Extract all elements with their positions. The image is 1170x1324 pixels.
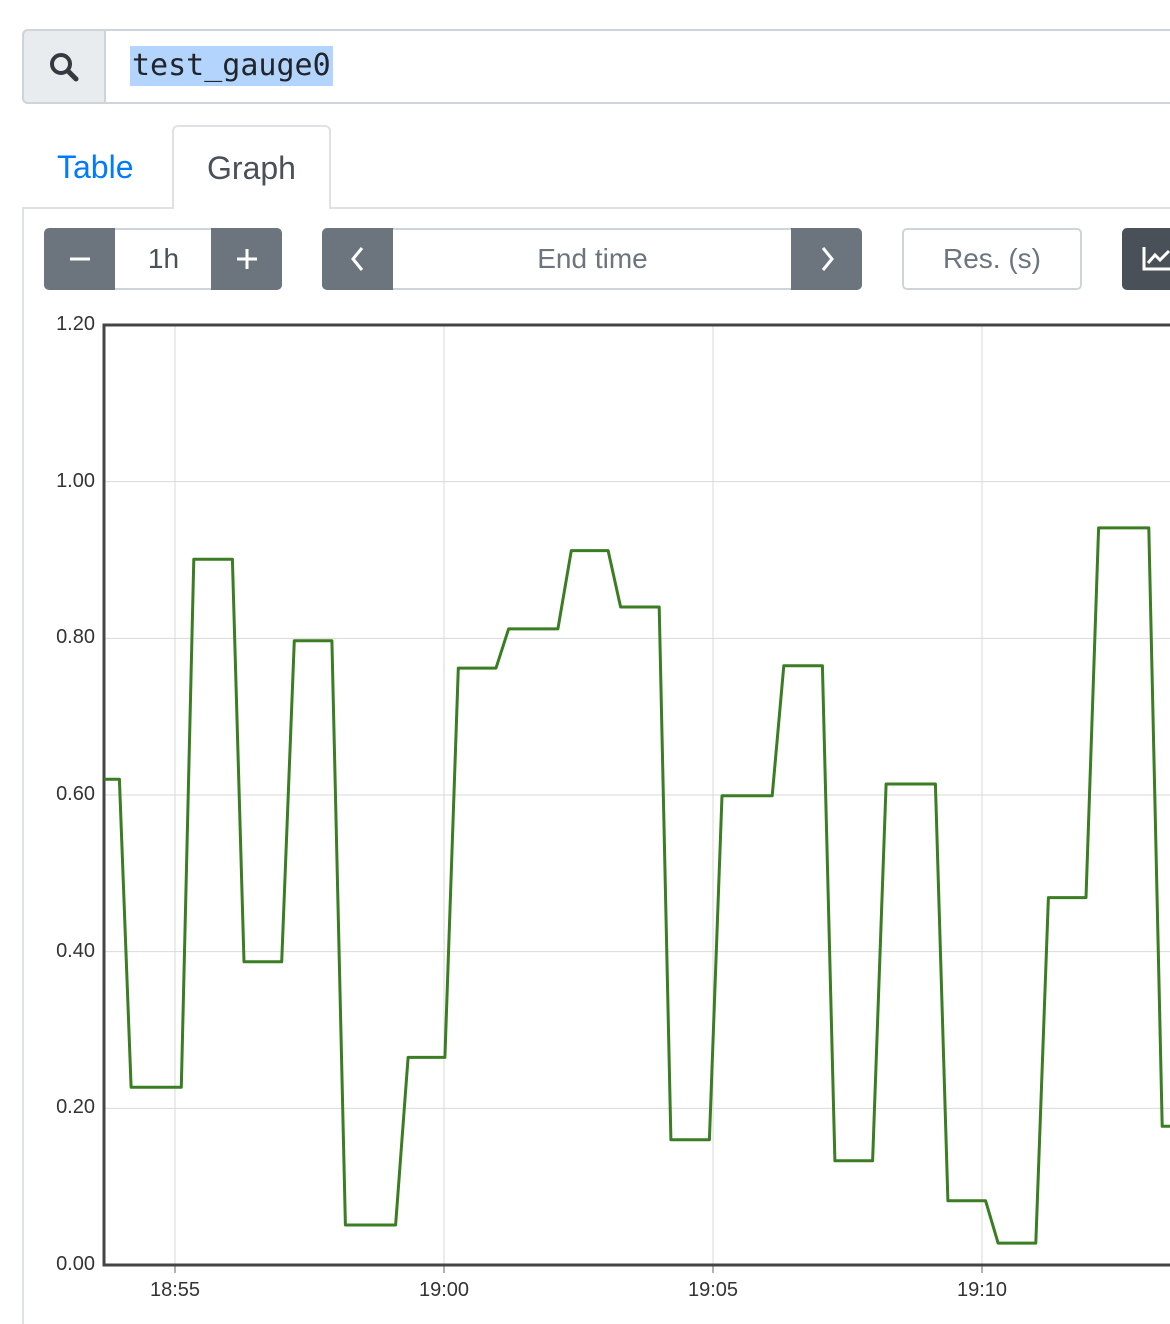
x-tick-label: 19:00 <box>418 1279 470 1301</box>
search-addon <box>22 29 106 104</box>
y-tick-label: 0.80 <box>56 626 95 649</box>
plot-frame <box>102 323 1170 1267</box>
tab-divider <box>22 207 174 209</box>
end-time-forward-button[interactable] <box>791 228 862 290</box>
tab-divider <box>329 207 1170 209</box>
x-tick-label: 18:55 <box>149 1279 201 1301</box>
chevron-right-icon <box>821 247 834 271</box>
tab-graph[interactable]: Graph <box>172 125 331 209</box>
line-chart-button[interactable] <box>1122 228 1170 290</box>
tab-table[interactable]: Table <box>57 149 134 185</box>
y-tick-label: 1.00 <box>56 469 95 492</box>
chevron-left-icon <box>351 247 364 271</box>
y-tick-label: 1.20 <box>56 313 95 335</box>
y-tick-label: 0.20 <box>56 1096 95 1119</box>
y-tick-label: 0.40 <box>56 939 95 962</box>
expression-input[interactable]: test_gauge0 <box>130 46 333 86</box>
line-chart-icon <box>1142 247 1170 271</box>
y-tick-label: 0.00 <box>56 1253 95 1275</box>
x-tick-label: 19:05 <box>687 1279 739 1301</box>
minus-icon <box>70 257 90 261</box>
end-time-input[interactable]: End time <box>393 228 792 290</box>
tab-content-border <box>22 207 24 1324</box>
series-line <box>104 526 1170 1245</box>
y-tick-label: 0.60 <box>56 783 95 805</box>
x-tick-label: 19:10 <box>956 1279 1008 1301</box>
range-input[interactable]: 1h <box>115 228 212 290</box>
plus-icon <box>236 249 257 269</box>
resolution-input[interactable]: Res. (s) <box>902 228 1082 290</box>
range-increase-button[interactable] <box>211 228 282 290</box>
end-time-back-button[interactable] <box>322 228 394 290</box>
search-icon <box>50 52 79 81</box>
range-decrease-button[interactable] <box>44 228 116 290</box>
